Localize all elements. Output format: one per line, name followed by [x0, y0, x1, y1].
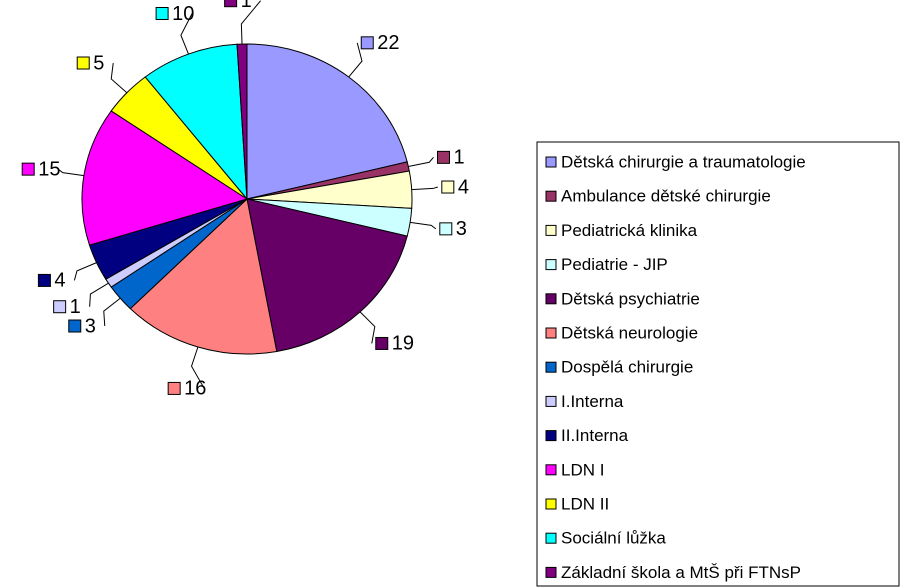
label-swatch — [76, 56, 90, 70]
leader-line — [190, 346, 205, 389]
data-label: 1 — [453, 147, 464, 169]
leader-line — [348, 42, 363, 78]
legend-label: Základní škola a MtŠ při FTNsP — [561, 563, 801, 582]
legend-swatch — [545, 293, 557, 305]
legend-swatch — [545, 190, 557, 202]
legend-swatch — [545, 566, 557, 578]
legend-label: Dospělá chirurgie — [561, 358, 693, 377]
pie-slice — [236, 43, 248, 200]
label-swatch — [224, 0, 238, 8]
leader-line — [180, 13, 193, 55]
legend-label: I.Interna — [561, 392, 624, 411]
data-label: 10 — [172, 3, 194, 25]
data-label: 22 — [377, 32, 399, 54]
legend-label: Ambulance dětské chirurgie — [561, 187, 771, 206]
leader-line — [359, 311, 376, 344]
label-swatch — [436, 150, 450, 164]
pie-slice — [246, 43, 408, 200]
leader-line — [89, 282, 109, 307]
legend-swatch — [545, 430, 557, 442]
data-label: 16 — [184, 378, 206, 400]
pie-slice — [81, 110, 249, 246]
leader-line — [408, 157, 434, 167]
data-label: 4 — [458, 176, 469, 198]
label-swatch — [21, 162, 35, 176]
legend-label: Dětská psychiatrie — [561, 289, 700, 308]
pie-slice — [246, 198, 408, 353]
legend-swatch — [545, 327, 557, 339]
label-swatch — [439, 222, 453, 236]
leader-line — [240, 0, 262, 45]
legend-label: Pediatrická klinika — [561, 221, 698, 240]
legend-swatch — [545, 464, 557, 476]
legend-label: LDN I — [561, 460, 604, 479]
legend-swatch — [545, 259, 557, 271]
legend-swatch — [545, 498, 557, 510]
legend-label: Pediatrie - JIP — [561, 255, 668, 274]
data-label: 3 — [85, 315, 96, 337]
legend-label: Sociální lůžka — [561, 529, 666, 548]
label-swatch — [360, 36, 374, 50]
label-swatch — [155, 6, 169, 20]
legend-label: LDN II — [561, 494, 609, 513]
label-swatch — [375, 336, 389, 350]
data-label: 4 — [54, 270, 65, 292]
legend-swatch — [545, 361, 557, 373]
data-label: 1 — [70, 296, 81, 318]
leader-line — [110, 62, 128, 94]
label-swatch — [53, 300, 67, 314]
data-label: 15 — [38, 158, 60, 180]
leader-line — [57, 168, 84, 177]
label-swatch — [441, 180, 455, 194]
legend-swatch — [545, 224, 557, 236]
data-label: 3 — [456, 218, 467, 240]
leader-line — [411, 186, 438, 191]
data-label: 19 — [392, 333, 414, 355]
data-label: 5 — [93, 52, 104, 74]
label-swatch — [37, 273, 51, 287]
leader-line — [103, 297, 121, 327]
leader-line — [410, 221, 437, 230]
leader-line — [73, 262, 97, 281]
label-swatch — [68, 319, 82, 333]
legend-swatch — [545, 156, 557, 168]
legend-label: Dětská chirurgie a traumatologie — [561, 152, 806, 171]
pie-slice — [129, 198, 278, 355]
label-swatch — [167, 381, 181, 395]
legend-swatch — [545, 395, 557, 407]
data-label: 1 — [241, 0, 252, 12]
legend-label: Dětská neurologie — [561, 323, 698, 342]
legend-label: II.Interna — [561, 426, 629, 445]
legend-swatch — [545, 532, 557, 544]
legend-box — [536, 141, 900, 587]
